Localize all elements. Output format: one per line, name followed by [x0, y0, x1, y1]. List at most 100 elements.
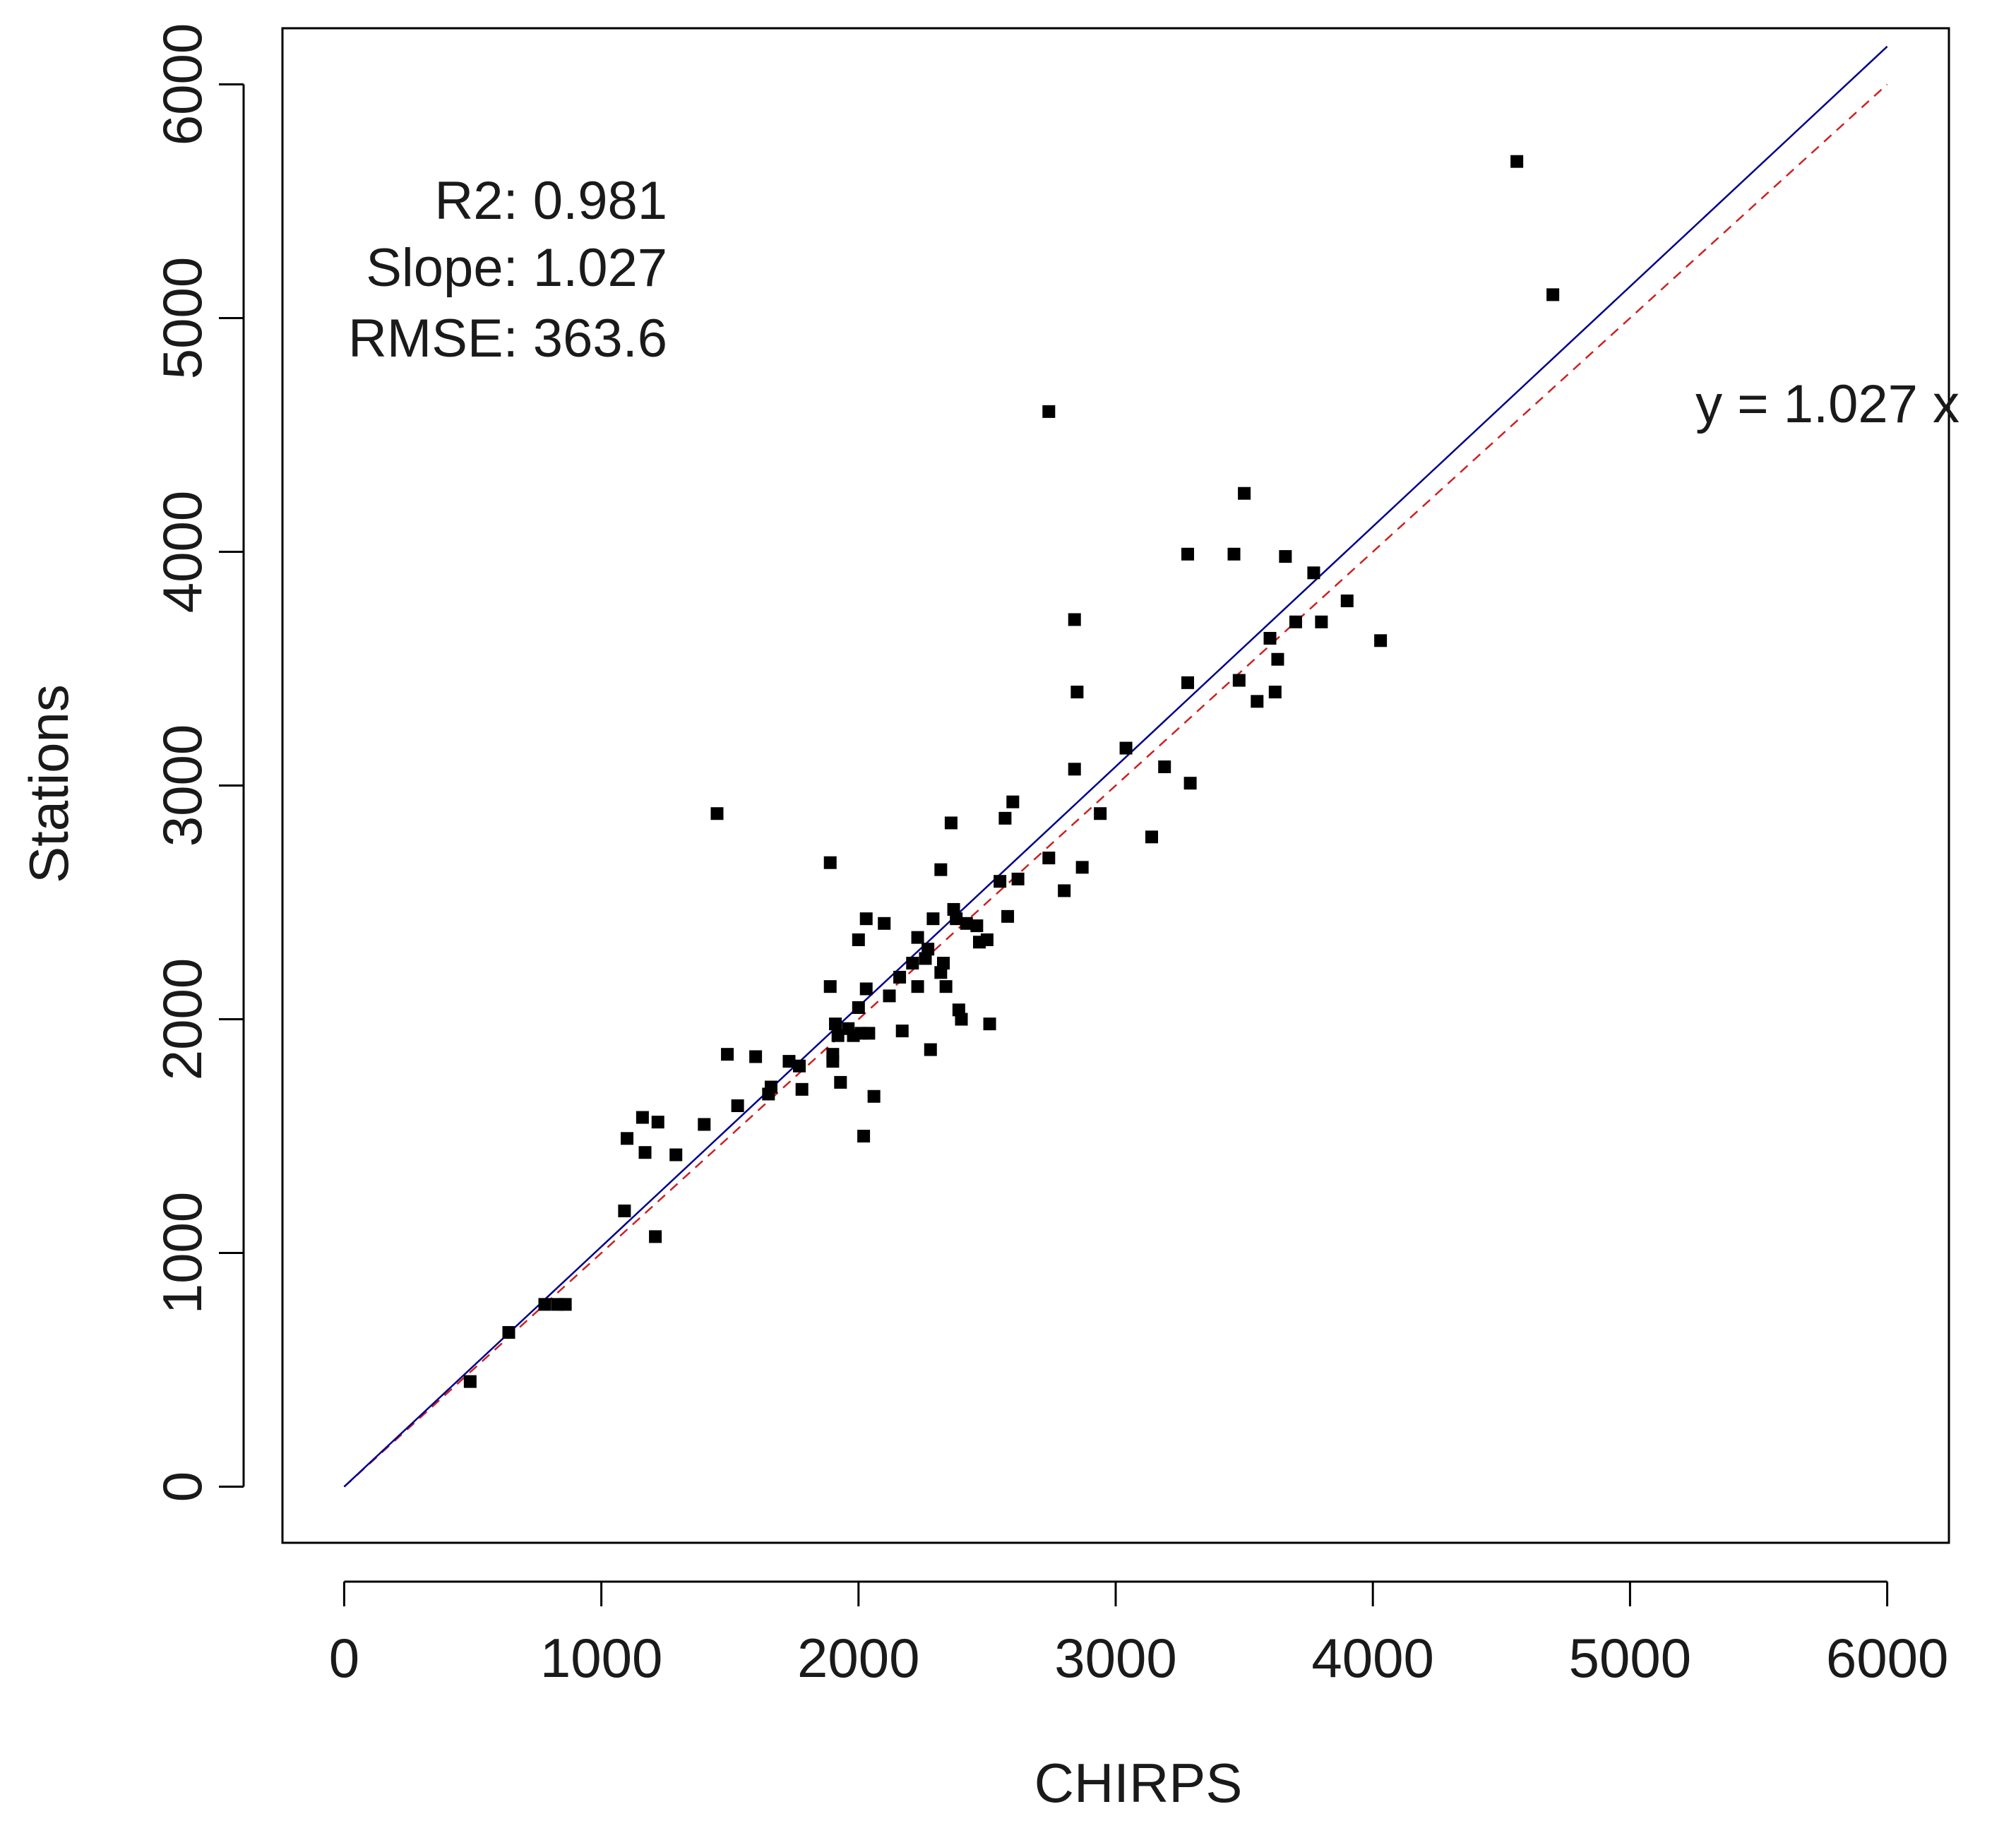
x-axis-title: CHIRPS [1034, 1752, 1243, 1814]
data-point [1011, 872, 1025, 885]
data-point [651, 1116, 664, 1129]
data-point [924, 1043, 937, 1056]
data-point [823, 980, 837, 993]
y-tick-label: 2000 [151, 958, 213, 1081]
data-point [1510, 155, 1524, 168]
y-tick-label: 4000 [151, 491, 213, 614]
data-point [960, 917, 973, 930]
data-point [502, 1326, 515, 1339]
data-point [998, 811, 1012, 825]
data-point [463, 1375, 477, 1388]
x-tick-label: 4000 [1311, 1627, 1434, 1689]
data-point [1070, 686, 1084, 699]
data-point [1181, 676, 1194, 689]
data-point [795, 1082, 809, 1096]
data-point [749, 1050, 763, 1063]
data-point [538, 1298, 551, 1311]
data-point [731, 1099, 744, 1112]
data-point [867, 1089, 881, 1103]
data-point [1279, 550, 1292, 563]
data-point [944, 816, 958, 830]
data-point [1271, 652, 1284, 666]
data-point [669, 1148, 683, 1162]
data-point [1001, 909, 1015, 923]
data-point [638, 1146, 652, 1159]
data-point [983, 1017, 996, 1031]
data-point [764, 1080, 777, 1094]
data-point [721, 1048, 734, 1061]
data-point [1181, 547, 1194, 561]
data-point [906, 957, 919, 970]
data-point [559, 1298, 572, 1311]
data-point [934, 863, 948, 876]
data-point [1307, 566, 1320, 580]
data-point [1374, 634, 1388, 647]
data-point [1058, 884, 1071, 897]
x-tick-label: 5000 [1569, 1627, 1692, 1689]
data-point [1263, 631, 1277, 645]
data-point [1268, 686, 1282, 699]
data-point [1238, 486, 1251, 500]
data-point [878, 917, 891, 930]
x-tick-label: 6000 [1826, 1627, 1949, 1689]
data-point [649, 1230, 662, 1243]
data-point [1251, 695, 1264, 708]
data-point [636, 1111, 649, 1124]
data-point [618, 1204, 631, 1217]
data-point [862, 1027, 876, 1040]
y-tick-label: 3000 [151, 724, 213, 847]
data-point [955, 1013, 968, 1026]
data-point [1068, 613, 1081, 626]
data-point [926, 912, 940, 926]
x-tick-label: 1000 [540, 1627, 663, 1689]
stat-slope-label: Slope: 1.027 [366, 238, 667, 298]
data-point [831, 1029, 845, 1042]
data-point [921, 943, 935, 956]
data-point [859, 912, 873, 926]
data-point [859, 982, 873, 996]
data-point [1068, 763, 1081, 776]
data-point [1006, 795, 1020, 808]
data-point [950, 912, 963, 926]
x-tick-label: 0 [329, 1627, 359, 1689]
data-point [823, 856, 837, 869]
data-point [1183, 777, 1197, 790]
data-point [1145, 830, 1158, 844]
data-point [970, 919, 984, 933]
data-point [1042, 405, 1056, 418]
data-point [852, 933, 865, 946]
data-point [936, 957, 950, 970]
data-point [621, 1132, 634, 1145]
data-point [698, 1118, 711, 1131]
stat-r2-label: R2: 0.981 [434, 171, 667, 231]
data-point [826, 1055, 840, 1068]
data-point [883, 989, 896, 1003]
data-point [834, 1075, 847, 1089]
data-point [1289, 615, 1302, 628]
fit-equation-label: y = 1.027 x [1695, 374, 1960, 434]
data-point [1042, 852, 1056, 865]
x-tick-label: 2000 [797, 1627, 920, 1689]
data-point [1315, 615, 1328, 628]
y-tick-label: 5000 [151, 257, 213, 380]
fit-line [343, 45, 1888, 1488]
y-axis-title: Stations [18, 684, 80, 883]
data-point [1227, 547, 1241, 561]
data-point [793, 1059, 806, 1073]
data-point [1546, 288, 1560, 301]
data-point [911, 931, 924, 944]
data-point [893, 970, 907, 984]
data-point [939, 980, 953, 993]
data-point [1094, 807, 1107, 820]
data-point [857, 1130, 871, 1143]
data-point [980, 933, 994, 946]
data-point [1232, 674, 1246, 687]
data-point [710, 807, 724, 820]
y-tick-label: 6000 [151, 23, 213, 146]
stat-rmse-label: RMSE: 363.6 [348, 309, 667, 369]
data-point [911, 980, 924, 993]
data-point [1158, 760, 1171, 774]
data-point [1119, 741, 1133, 755]
identity-line [343, 83, 1888, 1488]
x-tick-label: 3000 [1054, 1627, 1177, 1689]
